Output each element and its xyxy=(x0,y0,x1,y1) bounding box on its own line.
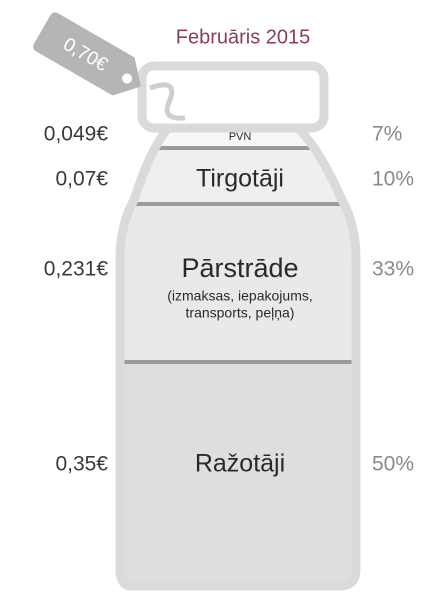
price-tag: 0,70€ xyxy=(31,10,152,105)
segment-label: Ražotāji xyxy=(195,450,285,478)
segment-label: Tirgotāji xyxy=(196,165,284,193)
segment-label: Pārstrāde xyxy=(181,253,298,283)
infographic: Februāris 2015 0,70€ PVN 0,049€ 7% Tirgo… xyxy=(0,0,430,598)
title: Februāris 2015 xyxy=(176,26,311,48)
share: 7% xyxy=(372,123,402,146)
amount: 0,35€ xyxy=(55,453,108,476)
segment-label: PVN xyxy=(229,131,252,143)
segment-note: transports, peļņa) xyxy=(186,305,295,321)
page: Februāris 2015 0,70€ PVN 0,049€ 7% Tirgo… xyxy=(0,0,430,598)
segment-note: (izmaksas, iepakojums, xyxy=(167,288,313,304)
share: 50% xyxy=(372,453,414,476)
amount: 0,07€ xyxy=(55,168,108,191)
amount: 0,231€ xyxy=(44,258,109,281)
share: 33% xyxy=(372,258,414,281)
amount: 0,049€ xyxy=(44,123,109,146)
share: 10% xyxy=(372,168,414,191)
